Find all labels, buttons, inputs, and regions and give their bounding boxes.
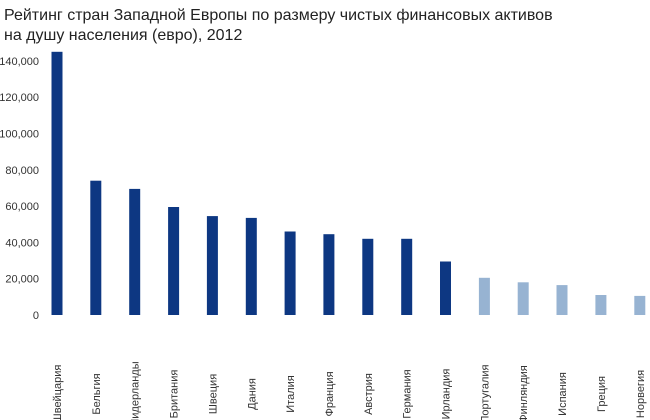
x-category-label: Италия: [285, 375, 297, 413]
bar-14: [556, 285, 568, 315]
x-category-label: Финляндия: [518, 365, 530, 420]
bar-2: [90, 180, 102, 315]
x-category-label: Австрия: [363, 373, 375, 415]
x-category-label: Нидерланды: [130, 361, 142, 420]
bar-3: [129, 188, 141, 315]
x-category-label: Германия: [402, 369, 414, 418]
bar-7: [284, 231, 296, 315]
bar-1: [51, 51, 63, 316]
x-category-label: Греция: [596, 376, 608, 412]
x-category-label: Швеция: [207, 374, 219, 414]
y-axis-tick-labels: 0 20,000 40,000 60,000 80,000 100,000 120,000 1…: [0, 56, 39, 322]
bar-8: [323, 234, 335, 315]
y-tick-label: 60,000: [5, 201, 39, 213]
x-category-label: Франция: [324, 371, 336, 416]
bar-10: [401, 238, 413, 315]
bar-15: [595, 295, 607, 315]
x-category-label: Швейцария: [52, 365, 64, 420]
y-tick-label: 80,000: [5, 165, 39, 177]
bar-6: [245, 217, 257, 315]
y-tick-label: 20,000: [5, 274, 39, 286]
bar-5: [206, 216, 218, 315]
y-tick-label: 120,000: [0, 92, 39, 104]
bar-4: [168, 207, 180, 315]
y-tick-label: 100,000: [0, 129, 39, 141]
chart-title-line-2: на душу населения (евро), 2012: [4, 27, 243, 44]
bar-13: [517, 282, 529, 315]
chart-title-line-1: Рейтинг стран Западной Европы по размеру…: [4, 7, 553, 24]
x-category-label: Норвегия: [635, 370, 647, 418]
bars: [51, 51, 646, 316]
x-category-label: Ирландия: [441, 369, 453, 420]
x-category-label: Португалия: [479, 364, 491, 420]
bar-16: [634, 295, 646, 315]
y-tick-label: 40,000: [5, 237, 39, 249]
y-tick-label: 140,000: [0, 56, 39, 68]
bar-12: [478, 277, 490, 315]
x-category-label: Испания: [557, 372, 569, 416]
x-axis-tick-labels: Швейцария Бельгия Нидерланды Британия Швеция…: [52, 361, 647, 420]
chart-title: Рейтинг стран Западной Европы по размеру…: [4, 6, 644, 46]
x-category-label: Дания: [246, 378, 258, 410]
bar-9: [362, 238, 374, 315]
bar-11: [440, 261, 451, 315]
x-category-label: Бельгия: [91, 373, 103, 414]
x-category-label: Британия: [169, 370, 181, 419]
y-tick-label: 0: [33, 310, 39, 322]
